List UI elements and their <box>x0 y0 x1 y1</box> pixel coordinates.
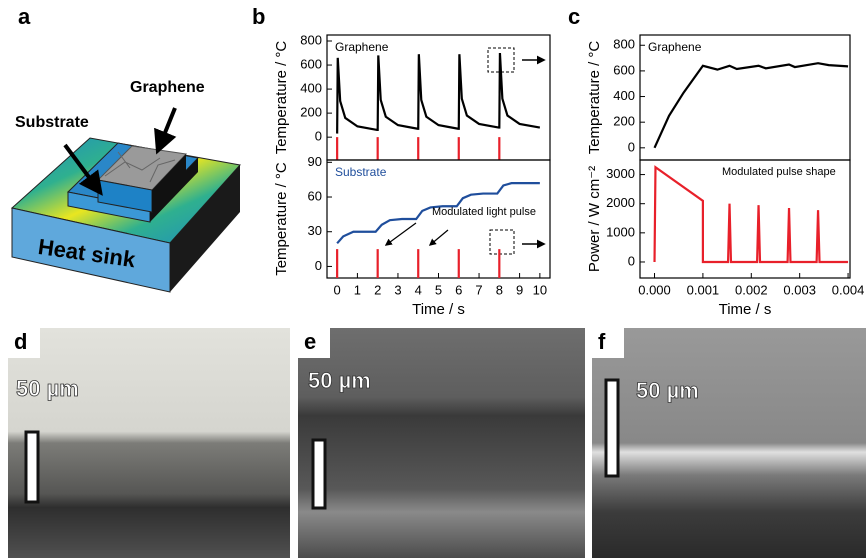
y-tick-label: 1000 <box>606 224 635 239</box>
y-tick-label: 600 <box>613 62 635 77</box>
panel-label: c <box>568 4 580 29</box>
y-tick-label: 400 <box>613 88 635 103</box>
x-tick-label: 3 <box>394 282 401 297</box>
series-label: Graphene <box>648 40 702 54</box>
graphene-label: Graphene <box>130 79 205 96</box>
sem-image <box>298 328 585 558</box>
y-tick-label: 0 <box>315 258 322 273</box>
scale-label: 50 µm <box>16 376 79 401</box>
y-tick-label: 400 <box>300 81 322 96</box>
scale-bar <box>311 438 327 510</box>
label-box <box>298 328 330 358</box>
x-tick-label: 5 <box>435 282 442 297</box>
heat-sink-diagram <box>10 107 241 293</box>
scale-label: 50 µm <box>308 368 371 393</box>
x-tick-label: 1 <box>354 282 361 297</box>
panel-label: a <box>18 4 31 29</box>
x-tick-label: 2 <box>374 282 381 297</box>
substrate-label: Substrate <box>15 114 89 131</box>
y-tick-label: 800 <box>613 37 635 52</box>
y-tick-label: 3000 <box>606 166 635 181</box>
x-tick-label: 0.002 <box>735 282 768 297</box>
x-tick-label: 9 <box>516 282 523 297</box>
sem-image <box>592 328 866 558</box>
y-tick-label: 2000 <box>606 195 635 210</box>
x-tick-label: 0.001 <box>687 282 720 297</box>
label-box <box>8 328 40 358</box>
y-tick-label: 60 <box>308 188 322 203</box>
x-tick-label: 0 <box>334 282 341 297</box>
label-box <box>592 328 624 358</box>
x-tick-label: 10 <box>533 282 547 297</box>
y-tick-label: 0 <box>628 253 635 268</box>
y-tick-label: 30 <box>308 223 322 238</box>
scale-bar <box>24 430 40 504</box>
panel-label: e <box>304 329 316 354</box>
data-line <box>653 62 849 149</box>
data-line <box>653 165 849 264</box>
x-tick-label: 0.000 <box>638 282 671 297</box>
series-label: Substrate <box>335 165 387 179</box>
y-tick-label: 0 <box>315 129 322 144</box>
data-line <box>336 52 541 134</box>
scale-label: 50 µm <box>636 378 699 403</box>
x-tick-label: 6 <box>455 282 462 297</box>
y-axis-label: Power / W cm⁻² <box>586 166 603 272</box>
annotation: Modulated light pulse <box>432 206 536 218</box>
data-line <box>336 182 540 245</box>
series-label: Graphene <box>335 40 389 54</box>
x-tick-label: 0.003 <box>783 282 816 297</box>
y-axis-label: Temperature / °C <box>273 162 290 276</box>
y-tick-label: 200 <box>613 114 635 129</box>
y-axis-label: Temperature / °C <box>273 41 290 155</box>
x-tick-label: 4 <box>415 282 422 297</box>
zoom-markers <box>384 47 546 255</box>
x-tick-label: 0.004 <box>832 282 865 297</box>
y-tick-label: 800 <box>300 32 322 47</box>
y-tick-label: 600 <box>300 56 322 71</box>
x-tick-label: 7 <box>475 282 482 297</box>
x-axis-label: Time / s <box>412 301 465 318</box>
data-line <box>336 137 501 160</box>
sem-image <box>8 328 290 558</box>
panel-label: b <box>252 4 265 29</box>
panel-label: d <box>14 329 27 354</box>
x-axis-label: Time / s <box>719 301 772 318</box>
y-tick-label: 0 <box>628 139 635 154</box>
data-line <box>336 249 501 278</box>
y-tick-label: 200 <box>300 105 322 120</box>
y-axis-label: Temperature / °C <box>586 41 603 155</box>
annotation: Modulated pulse shape <box>722 166 836 178</box>
panel-label: f <box>598 329 606 354</box>
plot-frame <box>639 159 851 279</box>
scale-bar <box>604 378 620 478</box>
x-tick-label: 8 <box>496 282 503 297</box>
y-tick-label: 90 <box>308 154 322 169</box>
